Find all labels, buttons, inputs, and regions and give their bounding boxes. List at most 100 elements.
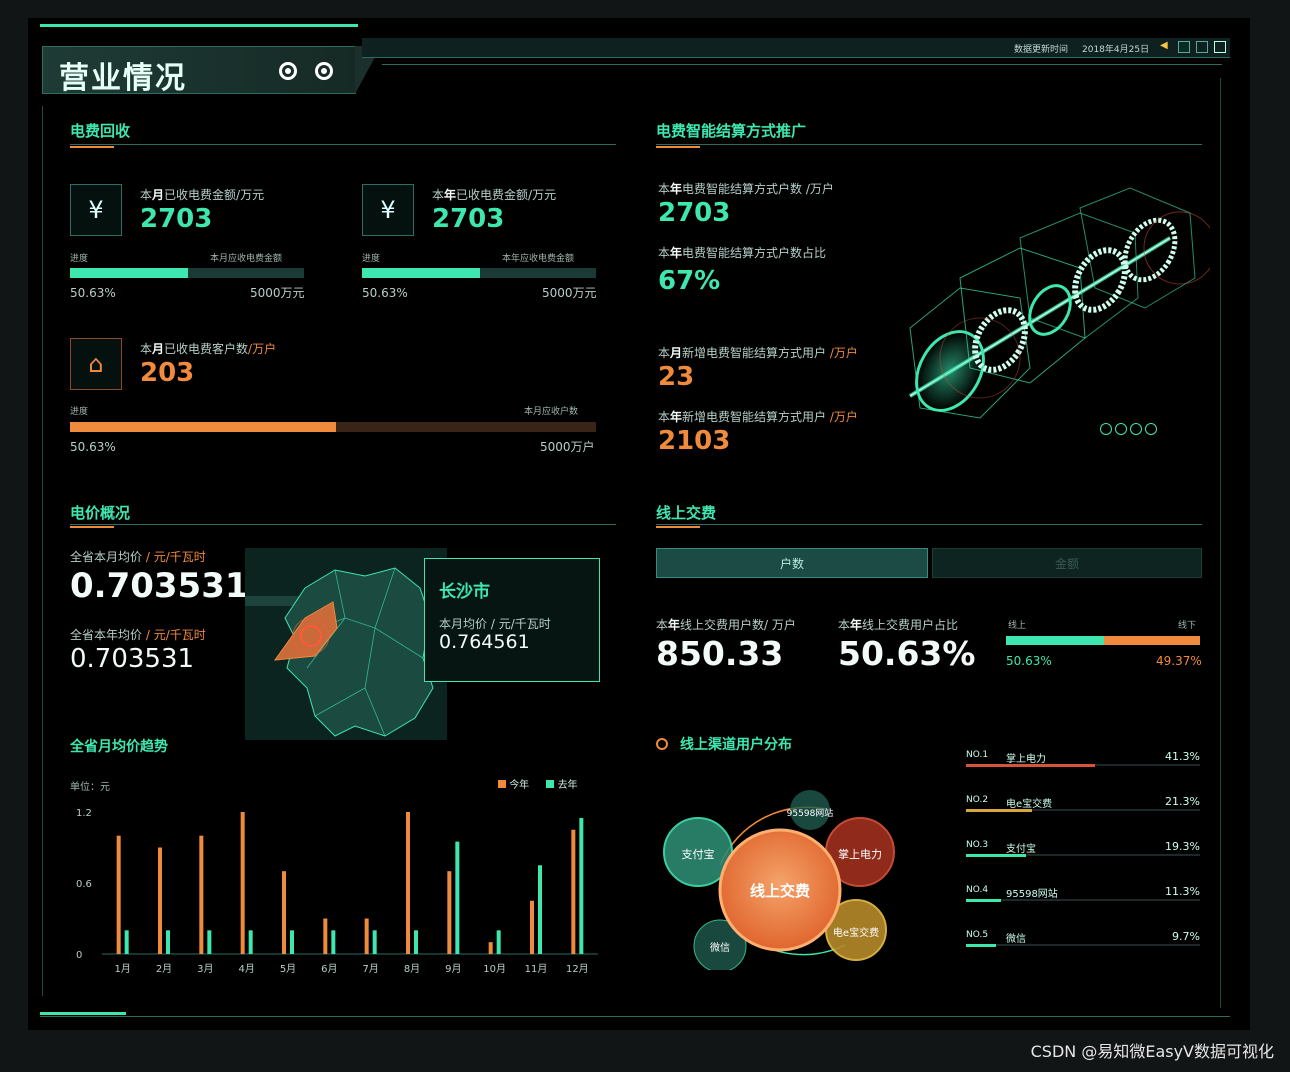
progress-label: 进度: [70, 254, 89, 264]
channels-title: 线上渠道用户分布: [680, 737, 792, 753]
section-divider: [70, 524, 616, 525]
rank-row[interactable]: NO.4 95598网站 11.3%: [966, 885, 1200, 925]
rank-bar-track: [966, 854, 1200, 857]
online-count-value: 850.33: [656, 634, 784, 673]
section-divider: [656, 524, 1202, 525]
price-title: 电价概况: [70, 504, 131, 522]
progress-fill: [362, 268, 481, 278]
tab-households[interactable]: 户数: [656, 548, 928, 578]
bar: [282, 871, 286, 954]
month-price-label: 全省本月均价 / 元/千瓦时: [70, 550, 206, 564]
rank-percent: 19.3%: [1165, 840, 1200, 853]
bar: [571, 829, 576, 954]
carousel-dot[interactable]: [1115, 423, 1127, 435]
offline-label: 线下: [1178, 621, 1197, 631]
offline-percent: 49.37%: [1156, 654, 1202, 668]
rank-channel-name: 支付宝: [1006, 844, 1036, 855]
left-border: [42, 106, 43, 996]
yen-icon: ¥: [362, 184, 414, 236]
smart-yearly-new-label: 本年新增电费智能结算方式用户 /万户: [658, 410, 858, 424]
channel-bubble[interactable]: [790, 790, 830, 830]
target-label: 本月应收电费金额: [210, 254, 283, 264]
bar: [166, 930, 170, 954]
rank-row[interactable]: NO.5 微信 9.7%: [966, 930, 1200, 970]
fee-recovery-title: 电费回收: [70, 122, 131, 140]
bar: [496, 930, 501, 954]
progress-label: 进度: [362, 254, 381, 264]
smart-yearly-count-label: 本年电费智能结算方式户数 /万户: [658, 182, 834, 196]
rank-channel-name: 电e宝交费: [1006, 799, 1053, 810]
online-offline-split-bar: [1006, 636, 1200, 645]
bar: [414, 930, 418, 954]
ring-icon[interactable]: [279, 62, 297, 80]
ring-icon[interactable]: [315, 62, 333, 80]
bar: [538, 865, 542, 954]
rank-number: NO.4: [966, 885, 989, 895]
target-value: 5000万户: [540, 440, 595, 454]
bubble-label: 掌上电力: [838, 847, 882, 861]
bar: [530, 900, 534, 954]
x-tick-label: 10月: [483, 963, 506, 975]
year-price-label: 全省本年均价 / 元/千瓦时: [70, 628, 206, 642]
right-border: [1220, 78, 1221, 1008]
home-icon: ⌂: [70, 338, 122, 390]
carousel-dot[interactable]: [1100, 423, 1112, 435]
bar: [124, 930, 129, 954]
rank-number: NO.5: [966, 930, 989, 940]
bar: [116, 835, 121, 954]
channel-center-bubble[interactable]: [718, 828, 842, 952]
x-tick-label: 11月: [525, 963, 548, 975]
tab-amount[interactable]: 金额: [932, 548, 1202, 578]
x-tick-label: 2月: [156, 963, 172, 975]
update-time-value: 2018年4月25日: [1082, 45, 1150, 55]
smart-yearly-new-value: 2103: [658, 426, 731, 456]
rank-row[interactable]: NO.2 电e宝交费 21.3%: [966, 795, 1200, 835]
progress-fill: [70, 422, 337, 432]
rank-channel-name: 微信: [1006, 934, 1026, 945]
y-tick-label: 1.2: [76, 808, 92, 819]
rank-bar-track: [966, 899, 1200, 902]
online-share-fill: [1006, 636, 1105, 645]
rank-bar-fill: [966, 854, 1027, 857]
province-map[interactable]: [245, 548, 447, 740]
tooltip-label: 本月均价 / 元/千瓦时: [439, 617, 551, 631]
city-tooltip: 长沙市 本月均价 / 元/千瓦时 0.764561: [424, 558, 600, 682]
carousel-dot[interactable]: [1130, 423, 1142, 435]
window-button[interactable]: [1196, 41, 1208, 53]
month-price-value: 0.703531: [70, 566, 249, 606]
rank-row[interactable]: NO.1 掌上电力 41.3%: [966, 750, 1200, 790]
progress-fill: [70, 268, 189, 278]
rank-number: NO.2: [966, 795, 989, 805]
window-button[interactable]: [1214, 41, 1226, 53]
bar: [331, 930, 336, 954]
rank-row[interactable]: NO.3 支付宝 19.3%: [966, 840, 1200, 880]
update-time-label: 数据更新时间: [1014, 45, 1069, 55]
title-box: 营业情况: [42, 46, 381, 96]
channel-bubble[interactable]: [693, 919, 747, 970]
bubble-label: 95598网站: [787, 807, 834, 819]
carousel-dot[interactable]: [1145, 423, 1157, 435]
x-tick-label: 1月: [114, 963, 130, 975]
tooltip-city: 长沙市: [439, 582, 490, 602]
online-label: 线上: [1008, 621, 1027, 631]
progress-percent: 50.63%: [362, 286, 408, 300]
target-label: 本月应收户数: [524, 407, 579, 417]
progress-label: 进度: [70, 407, 89, 417]
bar: [323, 918, 328, 954]
unit-label: 单位：元: [70, 782, 110, 793]
page-title: 营业情况: [59, 61, 187, 96]
rank-number: NO.1: [966, 750, 989, 760]
section-accent: [656, 526, 700, 528]
online-count-label: 本年线上交费用户数/ 万户: [656, 618, 796, 632]
trend-title: 全省月均价趋势: [70, 739, 168, 755]
window-button[interactable]: [1178, 41, 1190, 53]
monthly-fee-value: 2703: [140, 204, 213, 234]
section-divider: [70, 144, 616, 145]
caret-left-icon[interactable]: ◀: [1160, 40, 1168, 51]
online-ratio-value: 50.63%: [838, 634, 976, 673]
monthly-fee-progress-bar: [70, 268, 304, 278]
legend-swatch: [498, 780, 506, 788]
smart-yearly-ratio-value: 67%: [658, 266, 721, 296]
target-value: 5000万元: [250, 286, 305, 300]
